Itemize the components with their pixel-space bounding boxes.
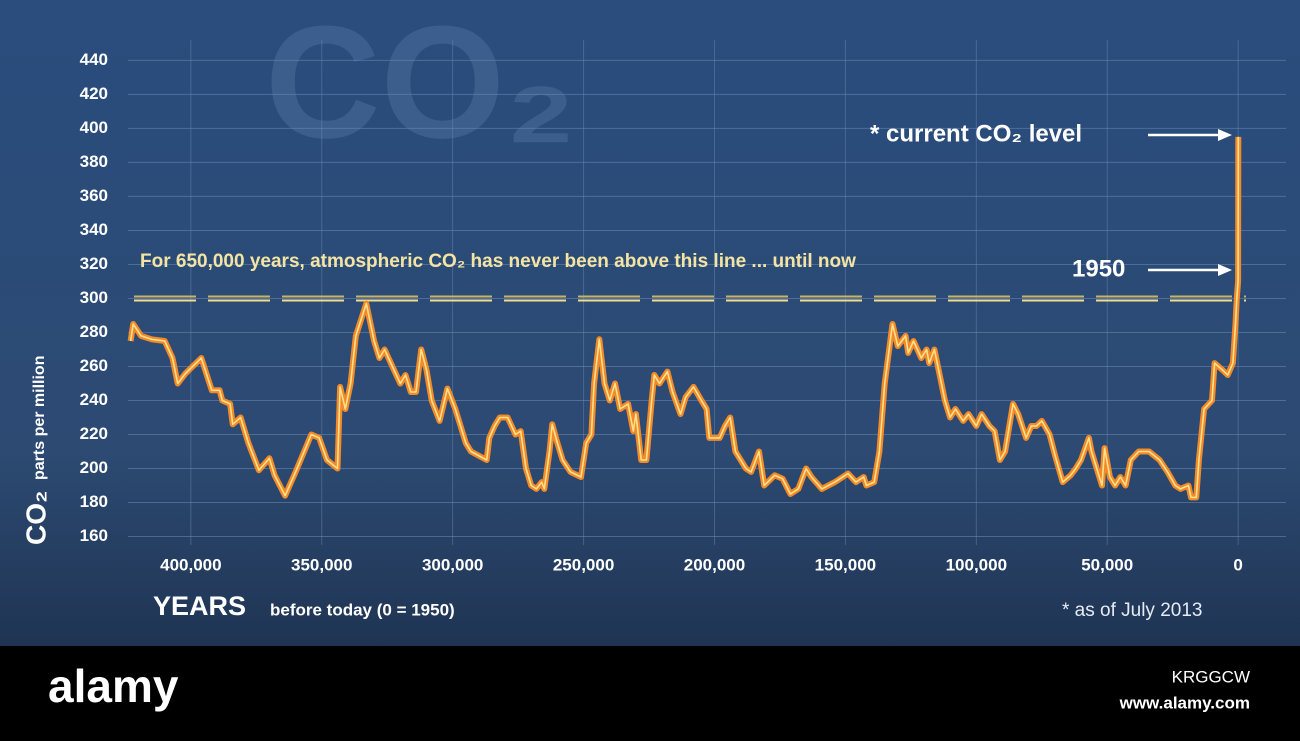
annotation: 1950 [1072, 255, 1125, 282]
x-tick-label: 100,000 [946, 555, 1007, 574]
y-tick-label: 220 [80, 424, 108, 443]
url: www.alamy.com [1119, 693, 1250, 712]
background [0, 0, 1300, 646]
x-tick-label: 50,000 [1081, 555, 1133, 574]
title-watermark: CO₂ [265, 0, 576, 171]
line-core [129, 136, 1240, 499]
x-tick-label: 300,000 [422, 555, 483, 574]
y-tick-label: 340 [80, 220, 108, 239]
x-tick-label: 350,000 [291, 555, 352, 574]
y-tick-label: 360 [80, 186, 108, 205]
y-tick-label: 240 [80, 390, 108, 409]
image-id: KRGGCW [1172, 667, 1250, 686]
x-tick-label: 150,000 [815, 555, 876, 574]
y-tick-label: 180 [80, 492, 108, 511]
x-label: YEARS [153, 591, 246, 621]
reference-label: For 650,000 years, atmospheric CO₂ has n… [140, 251, 856, 272]
x-label-note: before today (0 = 1950) [270, 600, 455, 619]
annotation: * current CO₂ level [870, 120, 1082, 147]
brand: alamy [48, 660, 179, 712]
y-tick-label: 400 [80, 118, 108, 137]
y-tick-label: 280 [80, 322, 108, 341]
y-tick-label: 260 [80, 356, 108, 375]
arrow-head [1218, 264, 1232, 276]
x-tick-label: 250,000 [553, 555, 614, 574]
arrow-head [1218, 129, 1232, 141]
x-tick-label: 200,000 [684, 555, 745, 574]
footer [0, 646, 1300, 736]
x-tick-label: 0 [1233, 555, 1242, 574]
y-tick-label: 380 [80, 152, 108, 171]
y-tick-label: 440 [80, 50, 108, 69]
plot: 160 180 200 220 240 260 280 300 320 340 360 380 400 4… [80, 40, 1286, 574]
y-tick-label: 320 [80, 254, 108, 273]
y-tick-label: 420 [80, 84, 108, 103]
y-tick-label: 300 [80, 288, 108, 307]
y-tick-label: 200 [80, 458, 108, 477]
y-label-symbol: CO₂ [20, 491, 51, 545]
y-label: parts per million [31, 356, 48, 480]
y-tick-label: 160 [80, 526, 108, 545]
x-tick-label: 400,000 [160, 555, 221, 574]
footnote: * as of July 2013 [1062, 600, 1202, 621]
